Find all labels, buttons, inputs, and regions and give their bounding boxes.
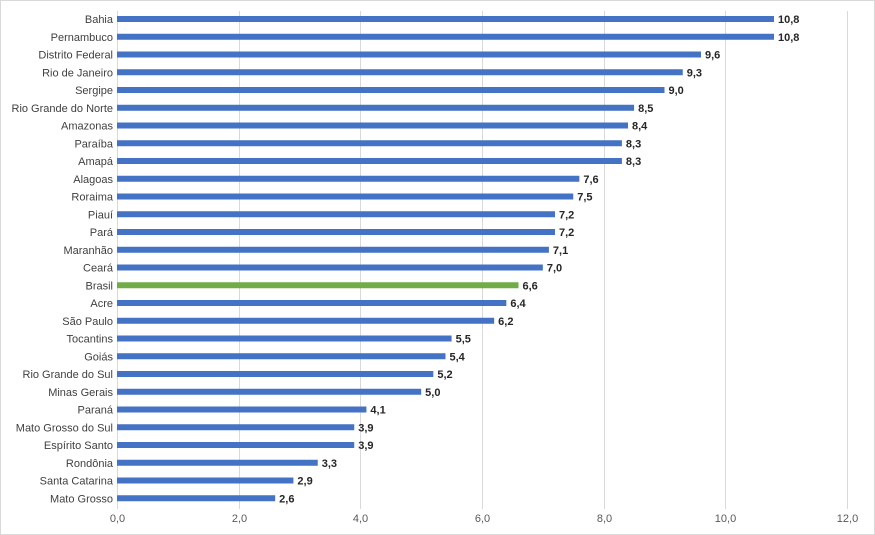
value-label: 6,2 bbox=[498, 316, 513, 328]
bar-layer bbox=[117, 16, 774, 502]
bar bbox=[117, 122, 628, 129]
bar bbox=[117, 229, 555, 235]
category-label: Paraíba bbox=[74, 138, 113, 150]
value-label: 8,3 bbox=[626, 138, 641, 150]
bar bbox=[117, 264, 543, 271]
value-label: 8,5 bbox=[638, 103, 653, 115]
bar bbox=[117, 353, 446, 360]
value-label: 2,9 bbox=[297, 476, 312, 488]
x-tick-label: 0,0 bbox=[110, 513, 125, 525]
bar bbox=[117, 335, 452, 342]
bar bbox=[117, 477, 294, 484]
value-label: 10,8 bbox=[778, 14, 799, 26]
value-label: 7,5 bbox=[577, 192, 592, 204]
value-label: 5,5 bbox=[456, 334, 471, 346]
value-label: 7,1 bbox=[553, 245, 568, 257]
bar bbox=[117, 424, 355, 431]
category-label: Rio Grande do Norte bbox=[12, 103, 114, 115]
category-label: Amazonas bbox=[61, 121, 113, 133]
value-label: 5,0 bbox=[425, 387, 440, 399]
category-label: Piauí bbox=[88, 209, 113, 221]
category-label: Mato Grosso bbox=[50, 493, 113, 505]
bar bbox=[117, 16, 774, 22]
value-label: 7,2 bbox=[559, 227, 574, 239]
category-label: Amapá bbox=[78, 156, 114, 168]
bar bbox=[117, 158, 622, 164]
category-label: Roraima bbox=[71, 192, 113, 204]
x-axis-ticks: 0,0 2,0 4,0 6,0 8,0 10,0 12,0 bbox=[110, 513, 858, 525]
label-layer: Bahia 10,8 Pernambuco 10,8 Distrito Federal 9… bbox=[12, 14, 800, 505]
category-label: Maranhão bbox=[63, 245, 113, 257]
category-label: Brasil bbox=[85, 280, 113, 292]
category-label: Rio Grande do Sul bbox=[23, 369, 114, 381]
bar bbox=[117, 193, 574, 200]
category-label: Rio de Janeiro bbox=[42, 67, 113, 79]
value-label: 9,0 bbox=[669, 85, 684, 97]
bar bbox=[117, 104, 635, 111]
value-label: 3,9 bbox=[358, 440, 373, 452]
bar bbox=[117, 69, 683, 76]
value-label: 5,4 bbox=[450, 351, 466, 363]
bar bbox=[117, 51, 701, 58]
bar bbox=[117, 87, 665, 93]
bar bbox=[117, 388, 422, 395]
bar bbox=[117, 317, 495, 324]
bar bbox=[117, 246, 549, 253]
value-label: 8,3 bbox=[626, 156, 641, 168]
category-label: Acre bbox=[90, 298, 113, 310]
category-label: Espírito Santo bbox=[44, 440, 113, 452]
x-tick-label: 10,0 bbox=[715, 513, 736, 525]
bar bbox=[117, 300, 507, 306]
bar bbox=[117, 282, 519, 289]
category-label: Goiás bbox=[84, 351, 113, 363]
bar bbox=[117, 442, 355, 448]
category-label: Rondônia bbox=[66, 458, 114, 470]
category-label: Tocantins bbox=[67, 334, 114, 346]
bar bbox=[117, 406, 367, 413]
bar bbox=[117, 459, 318, 466]
value-label: 9,3 bbox=[687, 67, 702, 79]
category-label: Sergipe bbox=[75, 85, 113, 97]
category-label: Pernambuco bbox=[51, 32, 113, 44]
value-label: 7,0 bbox=[547, 263, 562, 275]
category-label: Mato Grosso do Sul bbox=[16, 422, 113, 434]
bar bbox=[117, 175, 580, 182]
category-label: Alagoas bbox=[73, 174, 113, 186]
x-tick-label: 2,0 bbox=[232, 513, 247, 525]
value-label: 5,2 bbox=[437, 369, 452, 381]
bar bbox=[117, 495, 276, 502]
category-label: Paraná bbox=[78, 405, 114, 417]
value-label: 2,6 bbox=[279, 493, 294, 505]
x-tick-label: 8,0 bbox=[597, 513, 612, 525]
x-tick-label: 12,0 bbox=[837, 513, 858, 525]
category-label: Santa Catarina bbox=[40, 476, 114, 488]
value-label: 7,6 bbox=[583, 174, 598, 186]
bar bbox=[117, 33, 774, 40]
value-label: 6,4 bbox=[510, 298, 526, 310]
x-tick-label: 4,0 bbox=[353, 513, 368, 525]
value-label: 10,8 bbox=[778, 32, 799, 44]
value-label: 8,4 bbox=[632, 121, 648, 133]
category-label: Pará bbox=[90, 227, 114, 239]
category-label: São Paulo bbox=[62, 316, 113, 328]
value-label: 6,6 bbox=[523, 280, 538, 292]
x-tick-label: 6,0 bbox=[475, 513, 490, 525]
value-label: 7,2 bbox=[559, 209, 574, 221]
bar bbox=[117, 211, 555, 218]
bar bbox=[117, 140, 622, 147]
category-label: Ceará bbox=[83, 263, 114, 275]
category-label: Distrito Federal bbox=[38, 50, 113, 62]
value-label: 9,6 bbox=[705, 50, 720, 62]
value-label: 3,3 bbox=[322, 458, 337, 470]
value-label: 4,1 bbox=[370, 405, 385, 417]
grid-layer bbox=[117, 11, 848, 509]
bar bbox=[117, 371, 434, 377]
category-label: Minas Gerais bbox=[48, 387, 113, 399]
value-label: 3,9 bbox=[358, 422, 373, 434]
category-label: Bahia bbox=[85, 14, 114, 26]
